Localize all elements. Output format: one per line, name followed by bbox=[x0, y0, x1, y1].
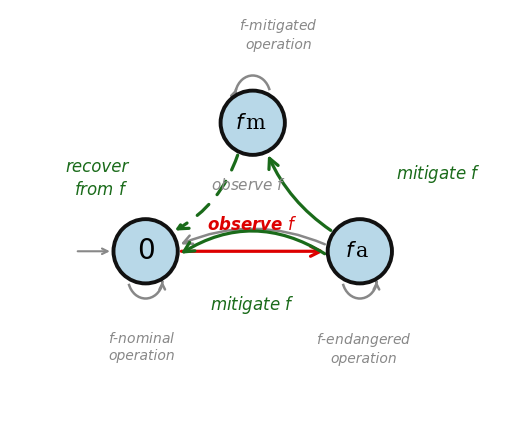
Text: observe $f$: observe $f$ bbox=[211, 177, 285, 193]
FancyArrowPatch shape bbox=[183, 231, 324, 254]
Text: $f\,$m: $f\,$m bbox=[234, 113, 266, 133]
Text: $0$: $0$ bbox=[136, 237, 154, 265]
Text: mitigate $f$: mitigate $f$ bbox=[210, 294, 294, 316]
Text: recover
from $f$: recover from $f$ bbox=[65, 158, 128, 198]
Text: observe $f$: observe $f$ bbox=[207, 216, 297, 234]
FancyArrowPatch shape bbox=[269, 158, 330, 230]
Text: $f$-mitigated
operation: $f$-mitigated operation bbox=[238, 17, 317, 52]
FancyArrowPatch shape bbox=[178, 155, 237, 229]
FancyArrowPatch shape bbox=[181, 246, 320, 256]
Text: mitigate $f$: mitigate $f$ bbox=[395, 163, 480, 185]
Text: $f$-nominal
operation: $f$-nominal operation bbox=[107, 331, 175, 363]
FancyArrowPatch shape bbox=[183, 229, 324, 244]
Text: $f$-endangered
operation: $f$-endangered operation bbox=[316, 331, 411, 366]
Circle shape bbox=[113, 219, 177, 283]
Circle shape bbox=[327, 219, 391, 283]
Circle shape bbox=[220, 91, 284, 155]
Text: $f\,$a: $f\,$a bbox=[345, 241, 369, 261]
